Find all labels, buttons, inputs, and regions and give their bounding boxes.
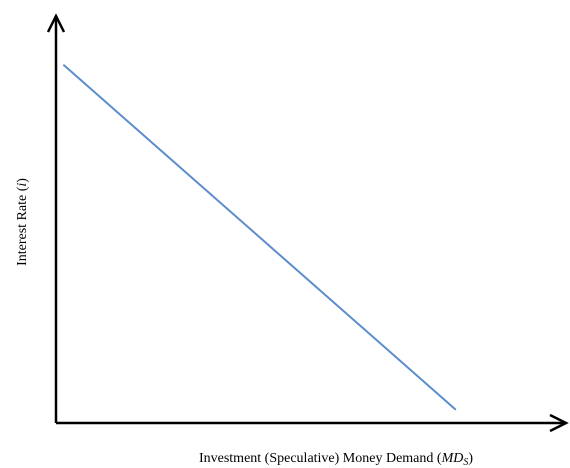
y-axis-title: Interest Rate (i)	[15, 178, 30, 266]
x-axis-arrowhead	[549, 413, 569, 433]
series-layer	[63, 64, 457, 411]
axes	[46, 13, 569, 433]
y-axis-arrowhead	[46, 13, 66, 33]
money-demand-line	[63, 64, 457, 411]
x-axis-title: Investment (Speculative) Money Demand (M…	[199, 451, 473, 468]
